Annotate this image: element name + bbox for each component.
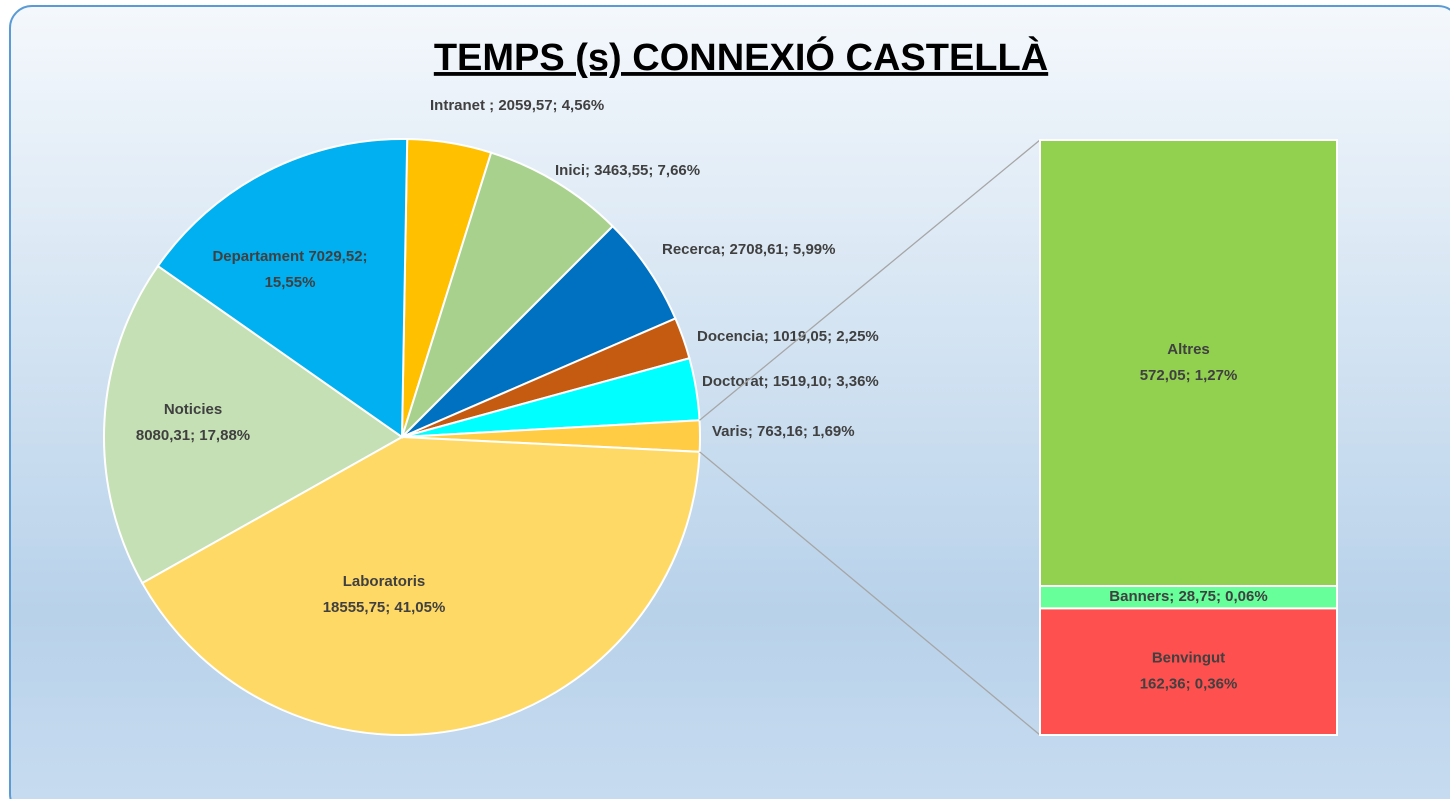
chart-title: TEMPS (s) CONNEXIÓ CASTELLÀ (434, 35, 1048, 79)
connector-line (699, 139, 1041, 421)
data-label: Noticies 8080,31; 17,88% (136, 401, 250, 444)
data-label: Docencia; 1019,05; 2,25% (697, 328, 879, 345)
data-label: Banners; 28,75; 0,06% (1109, 588, 1267, 605)
connector-line (699, 451, 1041, 736)
data-label: Varis; 763,16; 1,69% (712, 423, 855, 440)
data-label: Intranet ; 2059,57; 4,56% (430, 97, 604, 114)
data-label: Departament 7029,52; 15,55% (212, 248, 367, 291)
pie-slice (401, 151, 615, 438)
data-label: Recerca; 2708,61; 5,99% (662, 241, 835, 258)
data-label: Inici; 3463,55; 7,66% (555, 162, 700, 179)
data-label: Altres 572,05; 1,27% (1140, 341, 1238, 384)
data-label: Laboratoris 18555,75; 41,05% (323, 573, 446, 616)
stacked-bar-segment (1039, 139, 1338, 588)
pie-slice (140, 435, 701, 736)
data-label: Doctorat; 1519,10; 3,36% (702, 373, 879, 390)
pie-slice (103, 264, 404, 585)
pie-slice (156, 138, 409, 439)
stacked-bar-segment (1039, 607, 1338, 736)
data-label: Benvingut 162,36; 0,36% (1140, 650, 1238, 693)
